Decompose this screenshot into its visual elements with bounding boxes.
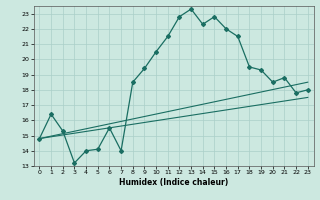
X-axis label: Humidex (Indice chaleur): Humidex (Indice chaleur) <box>119 178 228 187</box>
